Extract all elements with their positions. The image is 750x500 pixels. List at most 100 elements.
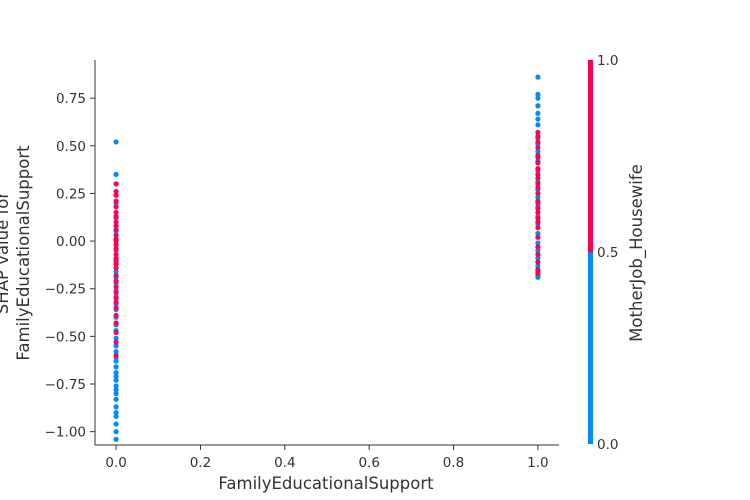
scatter-point: [535, 215, 541, 221]
scatter-point: [535, 160, 541, 166]
x-tick-label: 0.4: [274, 455, 295, 471]
scatter-point: [113, 390, 119, 397]
scatter-point: [113, 198, 119, 204]
x-tick-label: 1.0: [527, 455, 548, 471]
scatter-point: [113, 358, 119, 364]
scatter-point: [113, 320, 119, 326]
scatter-point: [113, 373, 119, 379]
x-tick-label: 0.2: [190, 455, 211, 471]
scatter-point: [113, 387, 119, 393]
scatter-point: [535, 244, 541, 250]
y-tick-label: 0.00: [56, 234, 86, 250]
scatter-point: [535, 139, 541, 145]
scatter-point: [113, 181, 119, 187]
scatter-point: [535, 251, 541, 258]
x-ticks: 0.0 0.2 0.4 0.6 0.8 1.0: [105, 445, 549, 471]
y-tick-label: 0.50: [56, 139, 86, 155]
scatter-point: [113, 329, 119, 336]
scatter-point: [113, 335, 119, 341]
scatter-point: [113, 188, 119, 195]
colorbar-ticks: 0.0 0.5 1.0: [597, 53, 618, 453]
scatter-point: [113, 219, 119, 225]
scatter-point: [113, 192, 119, 198]
scatter-point: [113, 223, 119, 229]
plot-area: 0.0 0.2 0.4 0.6 0.8 1.0 −1.00 −0.75 −0.50 −0.25 0…: [45, 60, 559, 471]
scatter-point: [535, 259, 541, 265]
scatter-point: [113, 251, 119, 258]
scatter-point: [113, 232, 119, 238]
scatter-point: [535, 181, 541, 187]
scatter-point: [113, 413, 119, 420]
colorbar: 0.0 0.5 1.0 MotherJob_Housewife: [588, 53, 647, 453]
scatter-point: [535, 175, 541, 181]
scatter-point: [113, 268, 119, 275]
scatter-point: [535, 274, 541, 280]
scatter-point: [535, 206, 541, 212]
scatter-point: [535, 74, 541, 80]
scatter-point: [113, 312, 119, 318]
y-axis-title-line-2: FamilyEducationalSupport: [14, 145, 33, 361]
scatter-point: [535, 154, 541, 160]
scatter-point: [535, 225, 541, 231]
scatter-point: [113, 246, 119, 252]
scatter-point: [113, 171, 119, 177]
scatter-point: [113, 204, 119, 210]
scatter-point: [535, 209, 541, 216]
scatter-point: [113, 299, 119, 305]
scatter-point: [113, 436, 119, 442]
scatter-point: [535, 129, 541, 136]
colorbar-gradient: [588, 60, 593, 444]
scatter-point: [113, 213, 119, 219]
scatter-point: [535, 116, 541, 122]
colorbar-tick-label: 1.0: [597, 53, 618, 69]
scatter-point: [113, 339, 119, 345]
scatter-point: [113, 410, 119, 416]
scatter-point: [535, 234, 541, 240]
x-axis-title: FamilyEducationalSupport: [218, 474, 434, 493]
scatter-point: [113, 209, 119, 216]
scatter-point: [113, 349, 119, 355]
scatter-point: [535, 91, 541, 97]
scatter-point: [113, 295, 119, 301]
y-ticks: −1.00 −0.75 −0.50 −0.25 0.00 0.25 0.50 0.75: [45, 91, 95, 441]
colorbar-tick-label: 0.5: [597, 245, 618, 261]
scatter-point: [113, 284, 119, 290]
scatter-point: [535, 110, 541, 116]
y-axis-title-line-1: SHAP value for: [0, 192, 12, 315]
scatter-point: [535, 267, 541, 273]
colorbar-label: MotherJob_Housewife: [627, 164, 647, 342]
y-tick-label: −0.50: [45, 329, 86, 345]
scatter-point: [535, 270, 541, 277]
scatter-point: [113, 383, 119, 389]
scatter-point: [535, 133, 541, 139]
scatter-point: [113, 369, 119, 376]
scatter-point: [535, 230, 541, 237]
scatter-point: [535, 171, 541, 177]
scatter-point: [535, 255, 541, 261]
scatter-point: [113, 421, 119, 427]
scatter-point: [535, 219, 541, 225]
y-tick-label: 0.75: [56, 91, 86, 107]
scatter-point: [113, 289, 119, 296]
scatter-point: [535, 185, 541, 191]
scatter-point: [535, 240, 541, 246]
scatter-point: [113, 238, 119, 244]
scatter-point: [535, 103, 541, 109]
scatter-point: [535, 200, 541, 206]
scatter-point: [113, 404, 119, 410]
scatter-point: [535, 145, 541, 151]
colorbar-tick-label: 0.0: [597, 437, 618, 453]
y-tick-label: 0.25: [56, 186, 86, 202]
scatter-point: [113, 227, 119, 233]
scatter-point: [113, 352, 119, 359]
x-tick-label: 0.0: [105, 455, 126, 471]
scatter-point: [113, 278, 119, 284]
x-tick-label: 0.8: [443, 455, 464, 471]
y-tick-label: −0.25: [45, 282, 86, 298]
scatter-point: [113, 305, 119, 311]
scatter-point: [113, 255, 119, 261]
scatter-point: [113, 259, 119, 265]
scatter-point: [113, 364, 119, 370]
scatter-point: [535, 122, 541, 128]
